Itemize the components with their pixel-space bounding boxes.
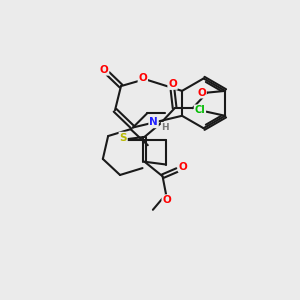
Text: O: O xyxy=(162,195,171,205)
Text: O: O xyxy=(178,162,187,172)
Text: N: N xyxy=(149,117,158,128)
Text: O: O xyxy=(100,65,108,75)
Text: O: O xyxy=(138,74,147,83)
Text: H: H xyxy=(161,123,169,132)
Text: Cl: Cl xyxy=(194,105,205,115)
Text: O: O xyxy=(197,88,206,98)
Text: S: S xyxy=(119,133,127,142)
Text: O: O xyxy=(168,79,177,89)
